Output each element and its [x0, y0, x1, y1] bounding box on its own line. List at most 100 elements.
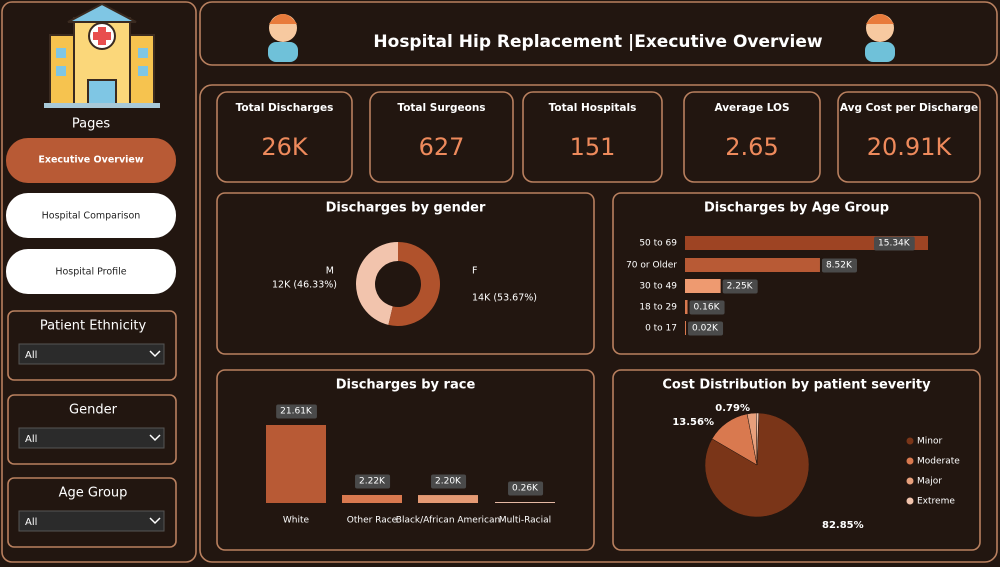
donut-slice: [388, 242, 440, 327]
data-label: 2.20K: [435, 477, 462, 487]
dropdown-value[interactable]: All: [25, 434, 37, 445]
dropdown[interactable]: [18, 427, 165, 449]
pages-label: Pages: [72, 117, 110, 132]
category-label: M: [326, 266, 334, 277]
sidebar: [1, 1, 197, 563]
category-label: 50 to 69: [639, 239, 677, 249]
data-label: 82.85%: [822, 520, 864, 531]
category-label: F: [472, 266, 477, 277]
kpi-label: Average LOS: [714, 102, 789, 114]
kpi-value: 627: [419, 133, 465, 161]
dropdown-chevron[interactable]: [149, 350, 161, 358]
kpi-label: Avg Cost per Discharge: [840, 102, 978, 114]
kpi-value: 20.91K: [867, 133, 953, 161]
kpi-card: [369, 91, 514, 183]
nurse-icon: [268, 14, 895, 62]
data-label: 0.79%: [715, 403, 750, 414]
kpi-label: Total Hospitals: [549, 102, 637, 114]
data-label: 12K (46.33%): [272, 280, 337, 291]
legend-label: Moderate: [917, 457, 960, 467]
legend-label: Major: [917, 477, 942, 487]
kpi-card: [522, 91, 663, 183]
pie-slice: [755, 412, 760, 466]
filters: Patient Ethnicity All Gender All Age Group Al…: [7, 310, 177, 548]
chart-title: Discharges by gender: [326, 201, 486, 216]
dropdown-chevron[interactable]: [149, 434, 161, 442]
kpi-card: [216, 91, 353, 183]
pie-slice: [704, 412, 810, 518]
chart-panel: [612, 192, 981, 355]
data-label: 0.16K: [694, 303, 721, 313]
nav-button[interactable]: [6, 193, 176, 238]
data-label: 2.25K: [727, 282, 754, 292]
kpi-label: Total Surgeons: [397, 102, 485, 114]
data-label-box: [874, 236, 915, 251]
data-label: 21.61K: [280, 407, 313, 417]
data-label-box: [821, 258, 858, 273]
category-label: Multi-Racial: [499, 516, 551, 526]
category-label: Black/African American: [396, 516, 500, 526]
filter-label: Patient Ethnicity: [40, 319, 147, 334]
hospital-icon: [44, 2, 160, 108]
bar: [266, 425, 326, 503]
bar: [685, 300, 688, 314]
bar: [685, 236, 928, 250]
bar: [495, 502, 555, 503]
chart-title: Discharges by Age Group: [704, 201, 889, 216]
nav-button[interactable]: [6, 138, 176, 183]
dropdown-chevron[interactable]: [149, 517, 161, 525]
data-label: 2.22K: [359, 476, 386, 486]
bar: [685, 321, 686, 335]
bar: [685, 258, 820, 272]
chart-panel: [216, 369, 595, 551]
legend-label: Extreme: [917, 497, 955, 507]
filter-box: [7, 394, 177, 465]
legend-swatch: [906, 457, 914, 465]
dropdown[interactable]: [18, 510, 165, 532]
category-label: 0 to 17: [645, 324, 677, 334]
legend-swatch: [906, 497, 914, 505]
bar: [685, 279, 721, 293]
filter-box: [7, 477, 177, 548]
data-label-box: [689, 300, 725, 315]
header: [199, 1, 998, 66]
legend-swatch: [906, 477, 914, 485]
kpi-card: [683, 91, 821, 183]
data-label-box: [722, 279, 758, 294]
main-panel: [199, 84, 998, 563]
data-label-box: [276, 404, 317, 419]
data-label-box: [688, 321, 724, 336]
kpi-value: 151: [570, 133, 616, 161]
dropdown-value[interactable]: All: [25, 350, 37, 361]
legend-label: Minor: [917, 437, 942, 447]
dropdown-value[interactable]: All: [25, 517, 37, 528]
nav-button[interactable]: [6, 249, 176, 294]
data-label: 0.02K: [692, 324, 719, 334]
chart-panel: [216, 192, 595, 355]
kpi-card: [837, 91, 981, 183]
bar: [342, 494, 402, 503]
kpi-value: 26K: [261, 133, 309, 161]
nav-label[interactable]: Hospital Comparison: [42, 211, 141, 222]
legend-swatch: [906, 437, 914, 445]
filter-box: [7, 310, 177, 381]
donut-slice: [356, 242, 398, 325]
chart-title: Cost Distribution by patient severity: [662, 378, 931, 393]
header-title: Hospital Hip Replacement |Executive Over…: [373, 32, 822, 52]
category-label: 70 or Older: [626, 261, 677, 271]
data-label: 15.34K: [878, 239, 911, 249]
chart-title: Discharges by race: [336, 378, 476, 393]
filter-label: Gender: [69, 403, 118, 418]
dropdown[interactable]: [18, 343, 165, 365]
kpi-row: Total Discharges 26K Total Surgeons 627 Tota…: [216, 91, 981, 183]
nav-label[interactable]: Hospital Profile: [55, 267, 126, 278]
kpi-value: 2.65: [725, 133, 778, 161]
bar: [418, 495, 478, 503]
filter-label: Age Group: [59, 486, 128, 501]
nav-label[interactable]: Executive Overview: [38, 155, 143, 166]
data-label: 8.52K: [826, 261, 853, 271]
category-label: 30 to 49: [639, 282, 677, 292]
category-label: 18 to 29: [639, 303, 677, 313]
data-label: 14K (53.67%): [472, 293, 537, 304]
kpi-label: Total Discharges: [236, 102, 334, 114]
